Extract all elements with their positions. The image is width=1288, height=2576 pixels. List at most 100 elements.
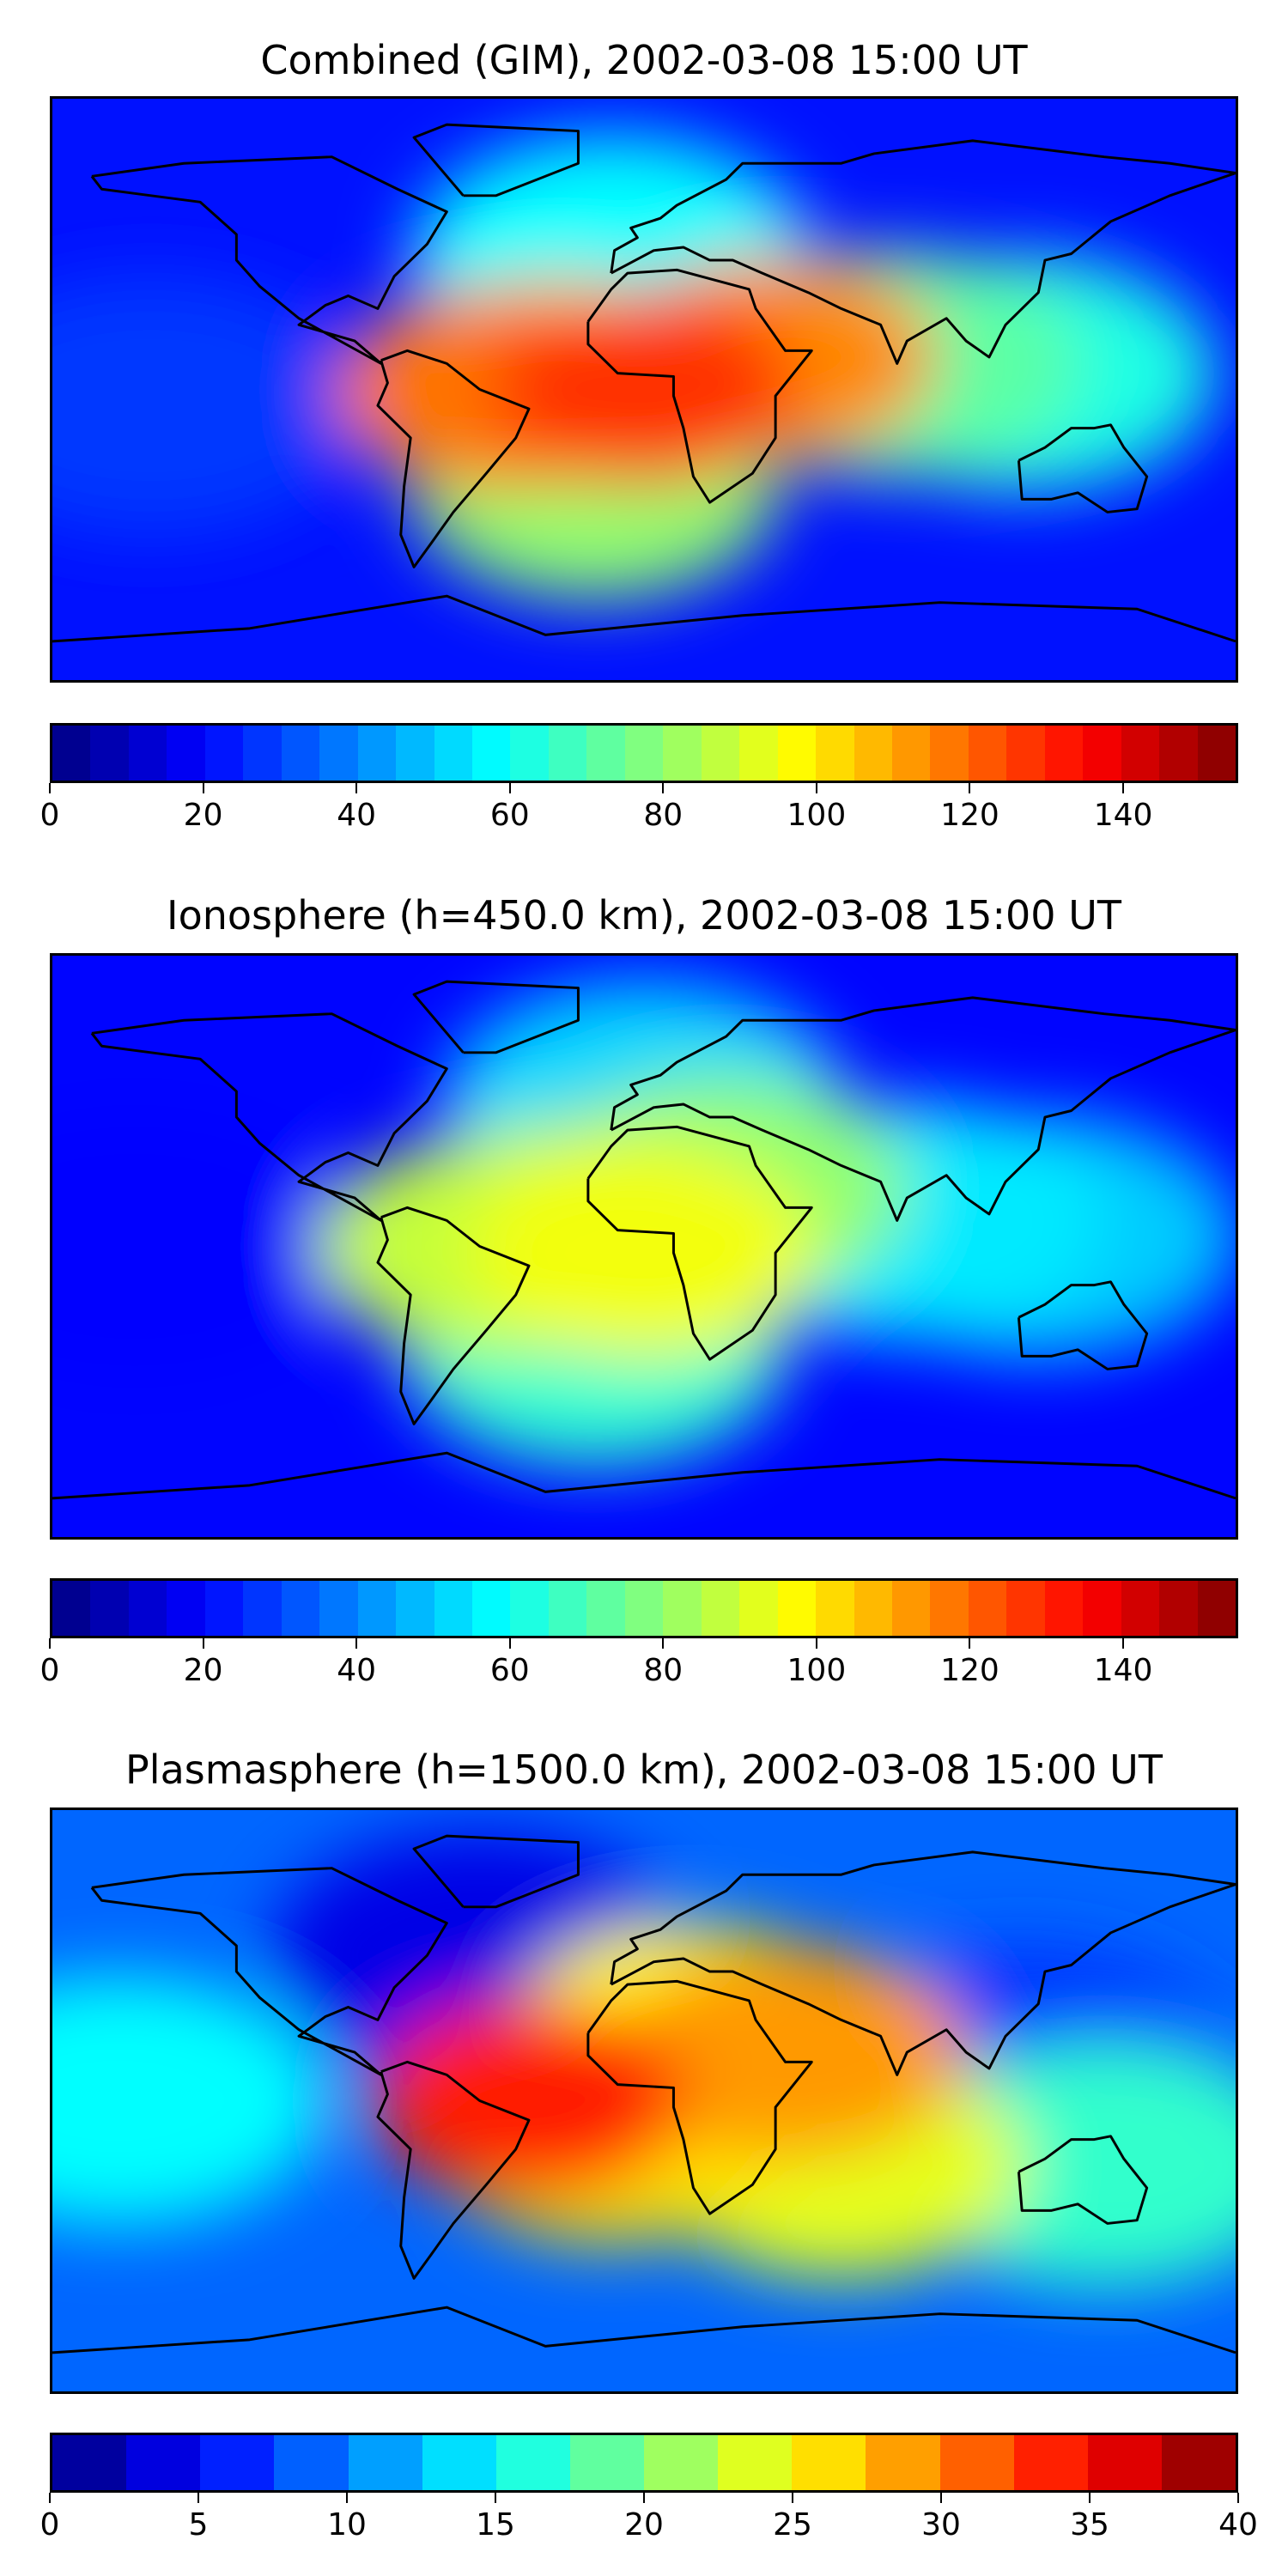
colorbar-tick-label: 80 [643, 1653, 683, 1688]
colorbar-tick [202, 783, 204, 793]
colorbar-tick [969, 1638, 971, 1649]
panel-1-map [50, 96, 1238, 683]
colorbar-swatch [167, 1581, 205, 1636]
colorbar-tick-label: 25 [773, 2507, 812, 2543]
coastline [376, 349, 531, 568]
colorbar-swatch [939, 2435, 1014, 2490]
colorbar-swatch [495, 2435, 570, 2490]
colorbar-swatch [319, 726, 358, 781]
colorbar-tick [662, 783, 665, 793]
colorbar-swatch [777, 726, 817, 781]
colorbar-tick-label: 10 [327, 2507, 367, 2543]
colorbar-swatch [663, 1581, 702, 1636]
colorbar-tick [815, 783, 817, 793]
colorbar-swatch [90, 1581, 129, 1636]
colorbar-swatch [816, 1581, 854, 1636]
colorbar-tick-label: 100 [787, 798, 847, 833]
colorbar-swatch [586, 1581, 625, 1636]
colorbar-swatch [274, 2435, 349, 2490]
colorbar-tick [1122, 1638, 1125, 1649]
colorbar-swatch [126, 2435, 201, 2490]
colorbar-swatch [569, 2435, 644, 2490]
panel-1-colorbar: 0 20 40 60 80 100 120 140 [40, 723, 1238, 833]
colorbar-swatch [243, 726, 282, 781]
colorbar-swatch [510, 726, 549, 781]
coastline [376, 1206, 531, 1425]
colorbar-swatch [200, 2435, 275, 2490]
colorbar-swatch [1159, 1581, 1198, 1636]
colorbar-swatch [930, 1581, 969, 1636]
colorbar-tick-label: 120 [940, 1653, 999, 1688]
heatmap-blob [370, 2001, 688, 2201]
coastline [610, 139, 1236, 365]
colorbar-tick-label: 140 [1093, 1653, 1153, 1688]
colorbar-tick-label: 20 [183, 798, 223, 833]
colorbar-swatch [854, 726, 892, 781]
heatmap-blob [471, 1145, 817, 1360]
colorbar-tick [815, 1638, 817, 1649]
colorbar-tick-label: 100 [787, 1653, 847, 1688]
colorbar-swatch [243, 1581, 282, 1636]
colorbar-tick [355, 1638, 358, 1649]
colorbar-swatch [718, 2435, 793, 2490]
colorbar-swatch [357, 1581, 397, 1636]
colorbar-tick [49, 1638, 51, 1649]
colorbar-tick-label: 120 [940, 798, 999, 833]
colorbar-swatch [968, 726, 1007, 781]
colorbar-tick [49, 2493, 51, 2503]
colorbar-swatch [471, 1581, 511, 1636]
colorbar-tick [940, 2493, 942, 2503]
colorbar-swatch [1006, 1581, 1045, 1636]
colorbar-swatch [510, 1581, 549, 1636]
colorbar-tick-label: 35 [1070, 2507, 1109, 2543]
colorbar-swatch [739, 1581, 778, 1636]
colorbar-tick [202, 1638, 204, 1649]
heatmap-blob [491, 292, 797, 487]
coastline [1017, 1280, 1149, 1370]
colorbar-tick [1122, 783, 1125, 793]
coastline [610, 996, 1236, 1222]
colorbar-tick [197, 2493, 199, 2503]
colorbar-swatch [891, 1581, 931, 1636]
colorbar-tick-label: 20 [183, 1653, 223, 1688]
panel-3-title: Plasmasphere (h=1500.0 km), 2002-03-08 1… [125, 1747, 1163, 1793]
colorbar-swatch [1159, 726, 1198, 781]
panel-3-colorbar: 0 5 10 15 20 25 30 35 40 [40, 2433, 1258, 2543]
colorbar-tick-label: 40 [337, 1653, 377, 1688]
colorbar-tick [1089, 2493, 1091, 2503]
colorbar-swatch [548, 1581, 587, 1636]
colorbar-swatch [968, 1581, 1007, 1636]
panel-2-map [50, 953, 1238, 1540]
colorbar-swatch [1121, 726, 1160, 781]
coastline [52, 594, 1236, 643]
colorbar-swatch [422, 2435, 496, 2490]
coastline [90, 1012, 448, 1222]
colorbar-swatch [128, 726, 167, 781]
colorbar-swatch [1121, 1581, 1160, 1636]
colorbar-tick-label: 60 [489, 798, 530, 833]
colorbar-swatch [1044, 726, 1084, 781]
colorbar-swatch [1006, 726, 1045, 781]
colorbar-tick [969, 783, 971, 793]
colorbar-tick-label: 140 [1093, 798, 1153, 833]
colorbar-tick-label: 15 [476, 2507, 515, 2543]
coastline [412, 123, 580, 197]
colorbar-swatch [854, 1581, 892, 1636]
colorbar-tick [1237, 2493, 1239, 2503]
colorbar-swatch [930, 726, 969, 781]
colorbar-tick [662, 1638, 665, 1649]
colorbar-tick [643, 2493, 645, 2503]
coastline [586, 268, 813, 504]
colorbar-tick-label: 5 [188, 2507, 209, 2543]
coastline [52, 1451, 1236, 1500]
colorbar-swatch [1013, 2435, 1088, 2490]
colorbar-swatch [396, 726, 434, 781]
colorbar-tick [508, 783, 511, 793]
colorbar-swatch [434, 726, 472, 781]
coastline [90, 1867, 448, 2076]
colorbar-swatch [204, 726, 244, 781]
colorbar-swatch [891, 726, 931, 781]
panel-2-heatmap [52, 956, 1236, 1537]
colorbar-tick-label: 40 [1218, 2507, 1258, 2543]
colorbar-swatch [281, 1581, 320, 1636]
